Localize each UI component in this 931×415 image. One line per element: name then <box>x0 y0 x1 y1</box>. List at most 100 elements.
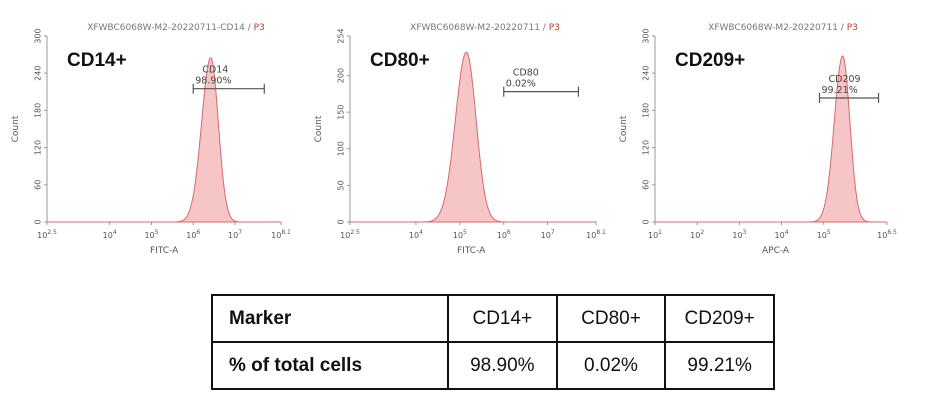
x-tick-label: 105 <box>453 229 467 240</box>
y-tick-label: 180 <box>34 103 43 118</box>
x-tick-base: 10 <box>732 231 742 240</box>
gate-name: CD209 <box>829 74 861 85</box>
y-tick-label: 300 <box>34 28 43 43</box>
x-tick-base: 10 <box>186 231 196 240</box>
x-tick-exponent: 6 <box>196 229 200 236</box>
x-tick-base: 10 <box>144 231 154 240</box>
x-tick-base: 10 <box>586 231 596 240</box>
x-tick-label: 106 <box>497 229 511 240</box>
table-row-label: % of total cells <box>211 341 449 390</box>
x-tick-exponent: 7 <box>238 229 242 236</box>
summary-table: Marker CD14+ CD80+ CD209+ % of total cel… <box>211 294 775 390</box>
x-tick-exponent: 6.5 <box>887 229 897 236</box>
x-tick-base: 10 <box>409 231 419 240</box>
x-tick-base: 10 <box>103 231 113 240</box>
panel-title-text: XFWBC6068W-M2-20220711 / <box>410 23 549 33</box>
y-tick-label: 200 <box>337 68 346 83</box>
gate-name: CD14 <box>202 65 228 76</box>
histogram-peak <box>350 51 596 223</box>
x-tick-exponent: 3 <box>743 229 747 236</box>
table-cell-value: 99.21% <box>664 341 775 390</box>
y-tick-label: 60 <box>642 180 651 190</box>
marker-label: CD80+ <box>370 50 430 71</box>
panel-gate-title: P3 <box>254 23 265 33</box>
histogram-peak <box>47 56 281 223</box>
x-tick-label: 105 <box>817 229 831 240</box>
panel-title-text: XFWBC6068W-M2-20220711-CD14 / <box>87 23 253 33</box>
histogram-panel: XFWBC6068W-M2-20220711 / P3 0 60 120 180 240 3… <box>619 23 897 256</box>
panel-title: XFWBC6068W-M2-20220711 / P3 <box>708 23 858 33</box>
x-tick-exponent: 4 <box>785 229 789 236</box>
x-tick-label: 104 <box>775 229 789 240</box>
x-tick-exponent: 7 <box>551 229 555 236</box>
panel-title: XFWBC6068W-M2-20220711 / P3 <box>410 23 560 33</box>
y-tick-label: 120 <box>34 140 43 155</box>
x-tick-base: 10 <box>497 231 507 240</box>
histogram-peak <box>655 55 887 223</box>
y-axis-label: Count <box>619 115 629 142</box>
x-tick-exponent: 2.5 <box>47 229 57 236</box>
table-cell-value: 98.90% <box>447 341 558 390</box>
x-tick-exponent: 8.1 <box>596 229 606 236</box>
x-tick-exponent: 4 <box>419 229 423 236</box>
histogram-panels: XFWBC6068W-M2-20220711-CD14 / P306012018… <box>11 23 897 256</box>
y-tick-label: 50 <box>337 180 346 190</box>
x-tick-exponent: 4 <box>113 229 117 236</box>
table-column-header: CD80+ <box>555 294 667 343</box>
x-tick-label: 107 <box>541 229 555 240</box>
gate-name: CD80 <box>513 68 539 79</box>
panel-title: XFWBC6068W-M2-20220711-CD14 / P3 <box>87 23 265 33</box>
y-tick-label: 150 <box>337 105 346 120</box>
table-column-header: CD14+ <box>447 294 558 343</box>
x-tick-label: 104 <box>409 229 423 240</box>
x-tick-base: 10 <box>541 231 551 240</box>
x-tick-base: 10 <box>648 231 658 240</box>
panel-title-text: XFWBC6068W-M2-20220711 / <box>708 23 847 33</box>
histogram-panel: XFWBC6068W-M2-20220711 / P3 0 50 100 150 200 2… <box>314 23 606 256</box>
gate-value: 99.21% <box>822 85 858 96</box>
x-tick-exponent: 2 <box>700 229 704 236</box>
y-tick-label: 240 <box>642 66 651 81</box>
x-tick-label: 102.5 <box>340 229 360 240</box>
y-tick-label: 240 <box>34 66 43 81</box>
x-tick-label: 108.1 <box>586 229 606 240</box>
x-tick-base: 10 <box>775 231 785 240</box>
table-header-row: Marker CD14+ CD80+ CD209+ <box>211 294 775 343</box>
x-tick-label: 103 <box>732 229 746 240</box>
x-tick-exponent: 5 <box>155 229 159 236</box>
y-tick-label: 300 <box>642 28 651 43</box>
marker-label: CD14+ <box>67 50 127 71</box>
table-cell-value: 0.02% <box>555 341 667 390</box>
gate-value: 0.02% <box>506 79 536 90</box>
table-column-header: CD209+ <box>664 294 775 343</box>
x-tick-exponent: 5 <box>463 229 467 236</box>
x-tick-base: 10 <box>228 231 238 240</box>
table-header-label: Marker <box>211 294 449 343</box>
x-axis-label: FITC-A <box>457 246 486 256</box>
x-tick-base: 10 <box>690 231 700 240</box>
y-axis-label: Count <box>11 115 21 142</box>
x-tick-label: 105 <box>144 229 158 240</box>
y-tick-label: 0 <box>34 219 43 224</box>
panel-gate-title: P3 <box>549 23 560 33</box>
y-tick-label: 254 <box>337 28 346 43</box>
gate-value: 98.90% <box>195 76 231 87</box>
y-tick-label: 100 <box>337 141 346 156</box>
x-tick-base: 10 <box>453 231 463 240</box>
x-tick-exponent: 6 <box>507 229 511 236</box>
y-tick-label: 0 <box>337 219 346 224</box>
y-tick-label: 180 <box>642 103 651 118</box>
x-tick-exponent: 1 <box>658 229 662 236</box>
x-axis-label: FITC-A <box>150 246 179 256</box>
x-tick-base: 10 <box>877 231 887 240</box>
x-tick-base: 10 <box>271 231 281 240</box>
y-tick-label: 120 <box>642 140 651 155</box>
x-tick-base: 10 <box>340 231 350 240</box>
y-axis-label: Count <box>314 115 324 142</box>
x-tick-exponent: 2.5 <box>350 229 360 236</box>
x-tick-label: 104 <box>103 229 117 240</box>
panel-gate-title: P3 <box>847 23 858 33</box>
x-tick-exponent: 5 <box>827 229 831 236</box>
x-tick-base: 10 <box>817 231 827 240</box>
y-tick-label: 60 <box>34 180 43 190</box>
